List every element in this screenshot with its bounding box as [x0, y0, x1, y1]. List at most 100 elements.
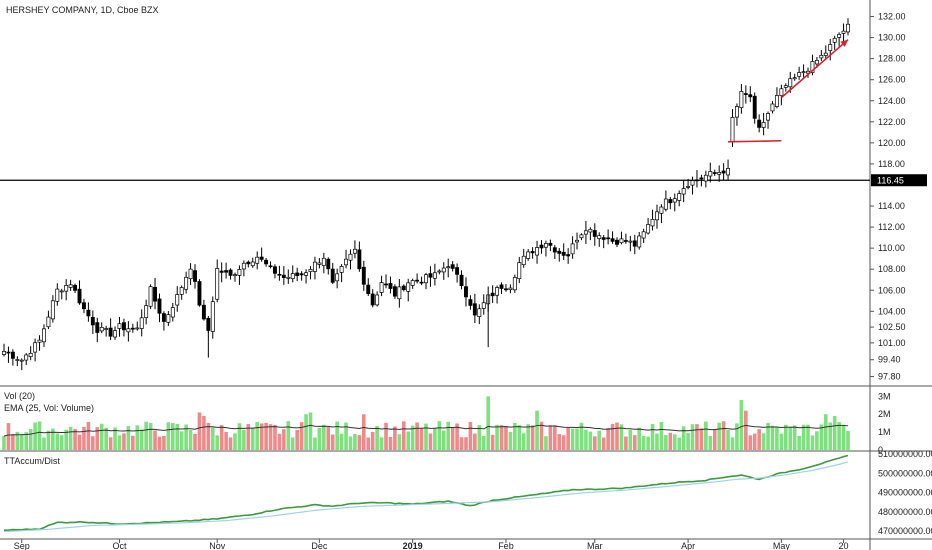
candle-body	[352, 248, 357, 254]
candle-body	[690, 180, 695, 186]
candle	[472, 293, 477, 324]
candle	[370, 289, 375, 308]
price-tick-label: 106.00	[878, 285, 906, 295]
volume-bar	[193, 433, 197, 450]
volume-bar	[304, 414, 308, 450]
volume-bar	[406, 431, 411, 450]
volume-bar	[419, 428, 424, 450]
volume-bar	[224, 431, 228, 450]
volume-bar	[739, 399, 744, 450]
volume-bar	[144, 421, 148, 450]
price-tick-label: 99.40	[878, 355, 901, 365]
volume-bar	[468, 422, 473, 450]
candle-body	[606, 237, 611, 240]
volume-bar	[148, 422, 153, 450]
candle	[690, 176, 695, 195]
candle-body	[499, 284, 504, 289]
candle-body	[570, 243, 575, 255]
candle-body	[268, 265, 273, 268]
volume-bar	[566, 427, 570, 450]
volume-bar	[712, 429, 717, 450]
candle-body	[761, 122, 766, 128]
candle-body	[210, 301, 215, 332]
candle-body	[539, 244, 544, 249]
candle-body	[752, 95, 757, 119]
candle-body	[792, 77, 797, 80]
candle-body	[557, 250, 562, 254]
candle-series[interactable]	[2, 18, 850, 371]
candle	[668, 196, 673, 210]
candle	[352, 240, 357, 259]
candle-body	[201, 304, 206, 320]
candle	[566, 248, 571, 264]
volume-bar	[86, 421, 91, 450]
candle-body	[628, 240, 633, 243]
candle	[575, 232, 579, 250]
volume-bar	[131, 435, 135, 450]
candle-body	[748, 94, 753, 98]
candle-body	[495, 287, 500, 296]
candle-body	[517, 262, 522, 279]
candle-body	[610, 238, 615, 242]
volume-bar	[819, 424, 824, 450]
volume-bar	[668, 432, 673, 450]
candle-body	[579, 234, 584, 239]
candle	[495, 285, 500, 304]
candle-body	[290, 273, 295, 279]
volume-bar	[770, 425, 775, 450]
candle-body	[597, 235, 602, 239]
candle	[468, 295, 473, 310]
candle	[477, 304, 482, 325]
candle-body	[10, 351, 15, 359]
candle-body	[601, 237, 606, 240]
candle	[677, 190, 682, 207]
volume-bar	[6, 423, 11, 450]
candle	[530, 247, 535, 259]
volume-bar	[433, 427, 437, 450]
candle	[774, 87, 779, 109]
volume-bar	[650, 423, 655, 450]
candle-body	[428, 273, 433, 278]
candle	[179, 285, 184, 300]
volume-bar	[801, 424, 806, 450]
candle-body	[588, 228, 593, 233]
volume-bar	[397, 434, 402, 450]
candle-body	[472, 303, 477, 316]
candle-body	[703, 174, 708, 182]
candle	[153, 277, 157, 310]
volume-tick-label: 1M	[878, 427, 891, 437]
volume-bar	[326, 427, 331, 450]
candle-body	[384, 283, 388, 286]
candle-body	[783, 85, 788, 88]
volume-bar	[237, 423, 242, 450]
candle	[441, 262, 446, 280]
candle	[499, 282, 504, 295]
candle	[832, 35, 837, 50]
candle-body	[810, 61, 815, 73]
accum-line	[3, 454, 849, 532]
price-tick-label: 120.00	[878, 138, 906, 148]
candle-body	[335, 273, 340, 282]
volume-bar	[726, 429, 730, 450]
candle-body	[339, 266, 344, 273]
volume-bar	[641, 435, 646, 450]
volume-bar	[2, 436, 6, 450]
volume-bar	[823, 414, 828, 450]
candle-body	[273, 266, 277, 274]
candle-body	[6, 351, 11, 354]
volume-bar	[233, 433, 237, 450]
candle	[597, 232, 602, 247]
volume-bar	[242, 429, 246, 450]
volume-bar	[273, 424, 277, 450]
candle	[206, 315, 211, 333]
volume-bar	[210, 427, 215, 450]
candle	[535, 240, 540, 264]
candle	[610, 231, 615, 244]
volume-bar	[290, 437, 295, 450]
time-tick-label: 20	[839, 541, 849, 550]
candle	[819, 50, 824, 61]
candle-body	[126, 328, 131, 333]
candle-body	[2, 351, 6, 355]
price-tick-label: 112.00	[878, 222, 905, 232]
